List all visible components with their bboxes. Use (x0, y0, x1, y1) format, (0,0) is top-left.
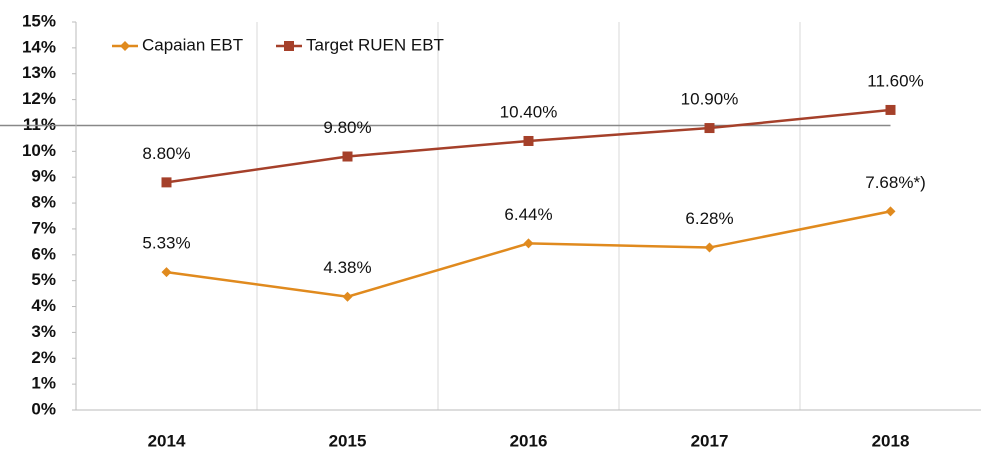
y-tick-label: 8% (31, 193, 56, 212)
point (704, 123, 715, 134)
y-tick-label: 12% (22, 89, 56, 108)
point (161, 177, 172, 188)
y-tick-label: 15% (22, 11, 56, 30)
point (342, 151, 353, 162)
point (342, 291, 353, 302)
y-tick-label: 11% (23, 115, 56, 134)
x-tick-label: 2016 (510, 431, 548, 450)
y-tick-label: 13% (22, 63, 56, 82)
y-tick-label: 14% (22, 37, 56, 56)
point (161, 267, 172, 278)
y-tick-label: 4% (31, 296, 56, 315)
data-label: 6.28% (685, 209, 733, 228)
x-tick-label: 2017 (691, 431, 729, 450)
point (704, 242, 715, 253)
y-tick-label: 5% (31, 270, 56, 289)
data-label: 4.38% (323, 258, 371, 277)
data-label: 7.68%*) (865, 173, 925, 192)
y-tick-label: 10% (22, 141, 56, 160)
y-tick-label: 9% (31, 167, 56, 186)
y-tick-label: 0% (31, 399, 56, 418)
point (523, 238, 534, 249)
data-label: 6.44% (504, 205, 552, 224)
y-tick-label: 2% (31, 348, 56, 367)
point (885, 206, 896, 217)
data-label: 10.40% (500, 102, 558, 121)
data-label: 9.80% (323, 118, 371, 137)
data-label: 5.33% (142, 234, 190, 253)
series-line (166, 210, 891, 298)
point (885, 104, 896, 115)
y-tick-label: 1% (31, 374, 56, 393)
data-label: 8.80% (142, 144, 190, 163)
legend-label: Capaian EBT (142, 35, 243, 54)
y-tick-label: 3% (31, 322, 56, 341)
data-label: 10.90% (681, 90, 739, 109)
legend-label: Target RUEN EBT (306, 35, 444, 54)
y-tick-label: 6% (31, 244, 56, 263)
data-label: 11.60% (867, 71, 923, 90)
point (523, 135, 534, 146)
x-tick-label: 2018 (872, 431, 910, 450)
legend-marker (120, 41, 130, 51)
x-tick-label: 2014 (148, 431, 186, 450)
legend-marker (284, 41, 294, 51)
x-tick-label: 2015 (329, 431, 367, 450)
y-tick-label: 7% (31, 218, 56, 237)
